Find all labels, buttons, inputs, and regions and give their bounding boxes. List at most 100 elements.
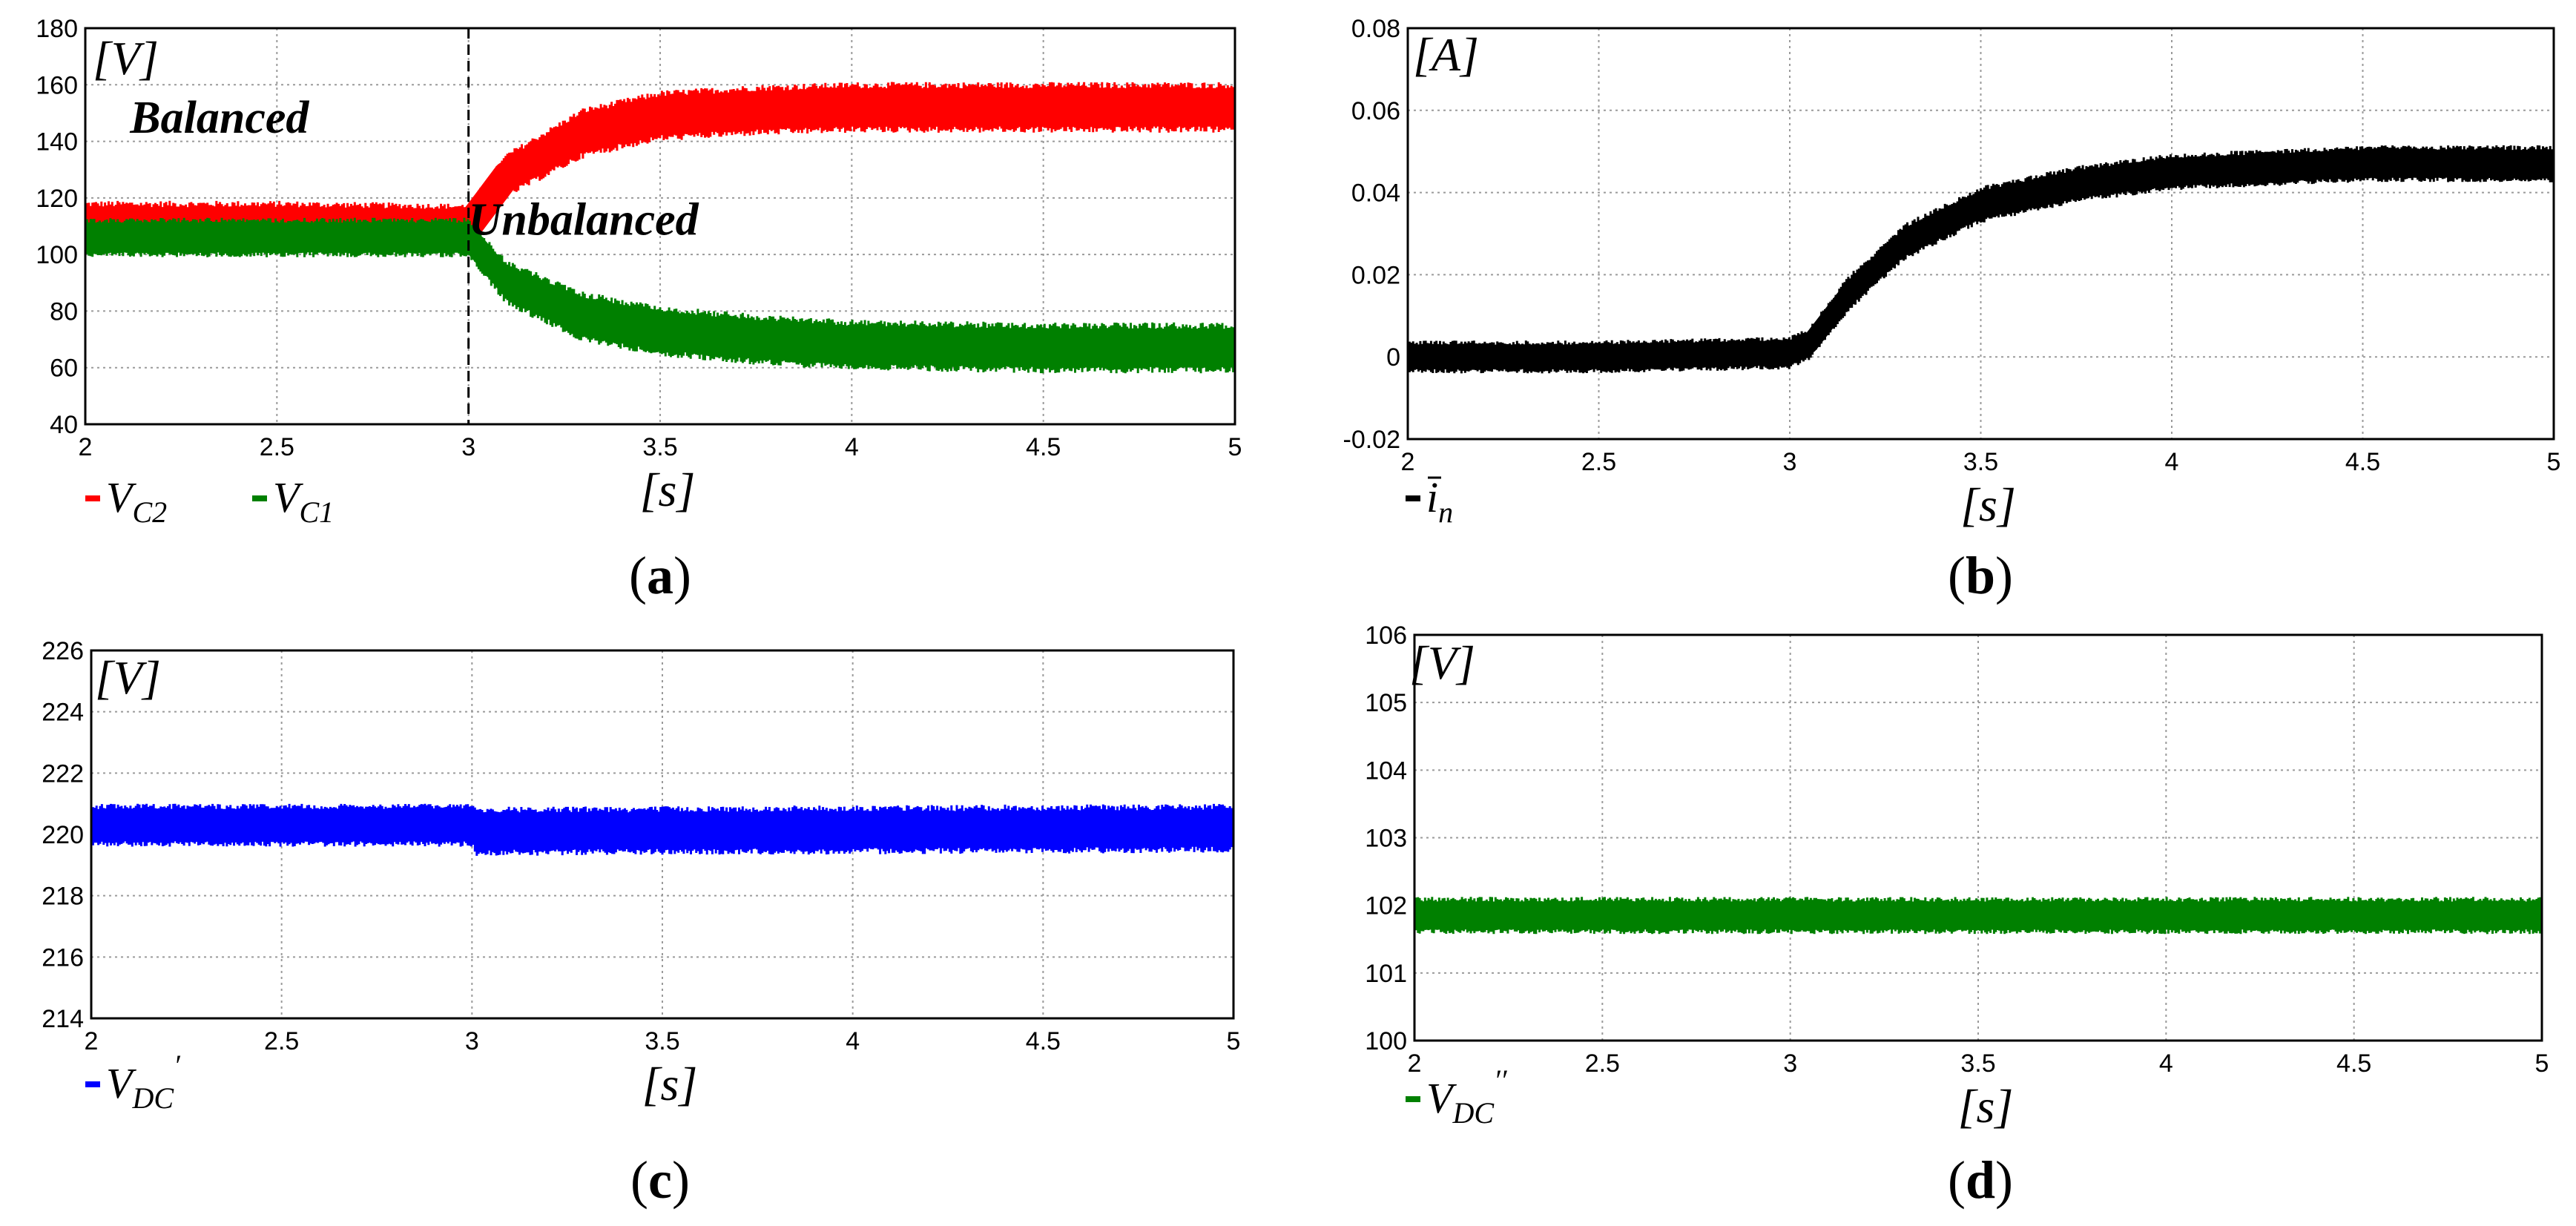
y-tick-label: 222: [42, 759, 84, 788]
legend-subscript: DC: [1452, 1096, 1495, 1130]
caption-open-paren: (: [629, 546, 647, 605]
y-tick-label: 60: [50, 355, 78, 383]
y-tick-label: 0.02: [1351, 261, 1400, 289]
panel-a: 2 2.5 3 3.5 4 4.5 5 40 60 80 100 120 140 160 180 [V] [s]…: [36, 15, 1242, 605]
legend-symbol: V: [1426, 1074, 1457, 1122]
x-tick-label: 3.5: [642, 433, 677, 461]
series-d-dc: [1413, 897, 2543, 935]
caption-close-paren: ): [1995, 1150, 2013, 1210]
x-axis-label: [s]: [640, 464, 696, 516]
legend-entry: VDC′: [106, 1049, 181, 1115]
y-tick-label: 106: [1365, 622, 1407, 650]
caption-close-paren: ): [672, 1150, 690, 1210]
panel-c: 2 2.5 3 3.5 4 4.5 5 214 216 218 220 222 224 226 [V] [s]…: [42, 637, 1240, 1210]
series-line: [88, 813, 1236, 843]
caption-close-paren: ): [673, 546, 691, 605]
annotation: Unbalanced: [469, 194, 699, 245]
y-tick-label: 214: [42, 1005, 84, 1033]
caption-open-paren: (: [630, 1150, 648, 1210]
plot-frame: [1413, 633, 2543, 1042]
y-tick-label: 0: [1386, 343, 1400, 372]
y-unit-label: [V]: [95, 651, 161, 704]
y-tick-label: 103: [1365, 825, 1407, 853]
series-b-n: [1406, 145, 2555, 374]
x-tick-label: 4.5: [2345, 448, 2380, 476]
y-tick-label: 40: [50, 411, 78, 439]
legend: in: [1406, 473, 1453, 529]
y-tick-label: 226: [42, 637, 84, 665]
y-tick-label: 120: [36, 185, 78, 213]
y-tick-label: 180: [36, 15, 78, 43]
x-tick-label: 4.5: [1026, 433, 1061, 461]
panel-caption: (b): [1948, 546, 2013, 605]
x-tick-label: 5: [1228, 433, 1242, 461]
y-tick-label: 160: [36, 71, 78, 99]
y-tick-label: 100: [36, 241, 78, 269]
legend-entry: VDC′′: [1426, 1064, 1508, 1130]
x-tick-label: 2: [1401, 448, 1415, 476]
legend-subscript: n: [1438, 495, 1453, 529]
x-tick-label: 2.5: [260, 433, 294, 461]
x-tick-label: 2: [79, 433, 93, 461]
caption-open-paren: (: [1948, 546, 1966, 605]
legend-symbol: V: [106, 473, 137, 521]
series-band: [1406, 145, 2555, 374]
series-line: [1408, 154, 2554, 366]
x-tick-label: 4.5: [2336, 1049, 2371, 1078]
legend: VDC′′: [1406, 1064, 1508, 1130]
y-tick-label: 224: [42, 699, 84, 727]
legend-symbol: V: [273, 473, 304, 521]
x-tick-label: 4: [846, 1027, 860, 1055]
caption-open-paren: (: [1948, 1150, 1966, 1210]
series-c-dc: [88, 803, 1236, 856]
caption-letter: d: [1966, 1150, 1995, 1210]
legend: VC2 VC1: [85, 473, 334, 529]
x-tick-label: 3: [465, 1027, 479, 1055]
y-tick-label: 100: [1365, 1027, 1407, 1055]
panel-caption: (a): [629, 546, 691, 605]
x-tick-label: 3: [1783, 1049, 1797, 1078]
x-axis-label: [s]: [1958, 1080, 2014, 1133]
y-unit-label: [V]: [1409, 636, 1475, 689]
legend-entry: VC1: [273, 473, 334, 529]
y-tick-label: 102: [1365, 892, 1407, 920]
x-tick-label: 5: [1227, 1027, 1241, 1055]
x-tick-label: 2.5: [264, 1027, 299, 1055]
plot-frame: [90, 649, 1235, 1020]
x-tick-label: 3.5: [1960, 1049, 1995, 1078]
caption-letter: b: [1966, 546, 1995, 605]
caption-letter: c: [648, 1150, 672, 1210]
caption-letter: a: [647, 546, 673, 605]
legend-symbol: V: [106, 1059, 137, 1107]
y-tick-label: 216: [42, 943, 84, 972]
legend-subscript: C1: [299, 495, 334, 529]
legend-entry: VC2: [106, 473, 167, 529]
y-unit-label: [A]: [1413, 28, 1479, 81]
x-tick-label: 3: [1783, 448, 1797, 476]
annotation: Balanced: [129, 93, 309, 143]
legend-symbol: i: [1426, 473, 1438, 521]
legend: VDC′: [85, 1049, 181, 1115]
y-tick-label: 218: [42, 883, 84, 911]
y-tick-label: 101: [1365, 960, 1407, 988]
panel-caption: (c): [630, 1150, 690, 1210]
x-tick-label: 3.5: [645, 1027, 679, 1055]
series-a-c1: [84, 217, 1236, 374]
x-tick-label: 5: [2547, 448, 2561, 476]
series-line: [84, 226, 1236, 359]
x-tick-label: 4.5: [1026, 1027, 1061, 1055]
x-tick-label: 2.5: [1585, 1049, 1620, 1078]
y-tick-label: 80: [50, 297, 78, 326]
y-tick-label: 220: [42, 821, 84, 849]
plot-frame: [84, 27, 1236, 426]
y-tick-label: -0.02: [1343, 426, 1401, 454]
panel-d: 2 2.5 3 3.5 4 4.5 5 100 101 102 103 104 105 106[V] [s]…: [1365, 622, 2549, 1210]
plot-frame: [1406, 27, 2555, 441]
x-tick-label: 4: [2165, 448, 2179, 476]
legend-prime: ′: [174, 1049, 181, 1082]
legend-entry: in: [1426, 473, 1453, 529]
legend-subscript: C2: [132, 495, 167, 529]
y-tick-label: 0.06: [1351, 97, 1400, 125]
y-tick-label: 104: [1365, 757, 1407, 785]
